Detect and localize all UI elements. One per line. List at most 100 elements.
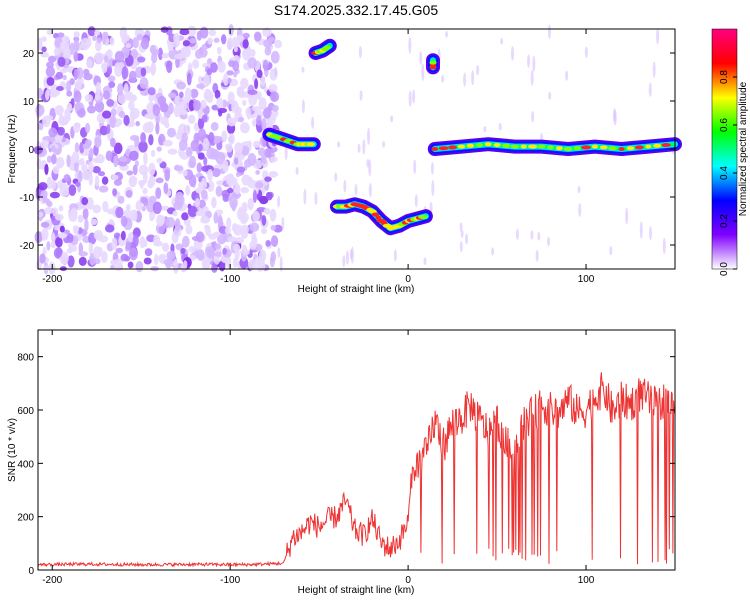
noise-blob (152, 104, 161, 117)
faint-blob (342, 255, 346, 268)
noise-blob (167, 42, 174, 52)
noise-blob (164, 168, 171, 182)
noise-blob (84, 94, 94, 103)
faint-blob (301, 66, 305, 73)
y-tick-label: 400 (17, 459, 34, 470)
faint-blob (441, 74, 445, 83)
noise-blob (160, 26, 169, 33)
noise-blob (92, 166, 101, 174)
noise-blob (214, 89, 221, 99)
noise-blob (247, 89, 258, 96)
noise-blob (112, 188, 118, 197)
noise-blob (121, 66, 129, 80)
noise-blob (188, 245, 197, 253)
faint-blob (471, 70, 475, 86)
track-hotspot (599, 145, 608, 150)
snr-frame (37, 329, 676, 571)
noise-blob (44, 163, 49, 176)
noise-blob (102, 200, 109, 213)
noise-blob (74, 142, 80, 154)
noise-blob (184, 87, 192, 100)
noise-blob (222, 159, 229, 173)
noise-blob (272, 104, 279, 112)
noise-blob (114, 61, 125, 70)
noise-blob (197, 75, 203, 84)
noise-blob (46, 76, 55, 86)
noise-blob (110, 259, 117, 266)
faint-blob (311, 116, 315, 129)
noise-blob (92, 35, 97, 42)
track-hotspot (510, 144, 520, 149)
noise-blob (138, 179, 146, 186)
noise-blob (272, 114, 277, 121)
noise-blob (265, 240, 271, 247)
x-tick-label: 100 (578, 575, 595, 586)
faint-blob (609, 245, 613, 256)
noise-blob (200, 215, 209, 224)
noise-blob (148, 195, 157, 204)
x-tick-label: -200 (42, 274, 62, 285)
noise-blob (121, 35, 128, 44)
faint-blob (498, 122, 502, 131)
noise-blob (176, 81, 187, 90)
noise-blob (59, 186, 70, 197)
faint-blob (547, 24, 551, 39)
noise-blob (190, 88, 199, 99)
noise-blob (44, 207, 54, 215)
noise-blob (79, 78, 84, 85)
noise-blob (247, 197, 254, 211)
faint-blob (295, 166, 299, 175)
noise-blob (216, 141, 223, 151)
noise-blob (113, 179, 122, 186)
noise-blob (96, 37, 102, 44)
faint-blob (463, 72, 467, 87)
noise-blob (234, 142, 244, 154)
track-hotspot (306, 142, 316, 147)
noise-blob (242, 32, 250, 39)
noise-blob (251, 232, 257, 244)
faint-blob (459, 222, 463, 232)
noise-blob (163, 258, 174, 266)
faint-blob (359, 90, 363, 101)
noise-blob (151, 149, 156, 158)
noise-blob (66, 233, 74, 243)
noise-blob (227, 117, 237, 127)
noise-blob (221, 99, 228, 108)
noise-blob (45, 66, 56, 78)
noise-blob (178, 100, 188, 111)
faint-blob (547, 236, 551, 247)
noise-blob (188, 174, 197, 188)
faint-blob (358, 45, 362, 59)
faint-blob (648, 82, 652, 97)
noise-blob (235, 34, 244, 43)
noise-blob (59, 225, 65, 233)
noise-blob (225, 143, 233, 153)
noise-blob (59, 113, 64, 123)
noise-blob (86, 197, 94, 210)
noise-blob (239, 257, 249, 269)
noise-blob (240, 186, 250, 194)
noise-blob (197, 152, 205, 160)
noise-blob (221, 34, 227, 45)
noise-blob (181, 132, 188, 144)
faint-blob (423, 257, 427, 266)
faint-blob (460, 229, 464, 238)
noise-blob (65, 80, 72, 93)
noise-blob (79, 157, 85, 164)
faint-blob (303, 188, 307, 205)
noise-blob (255, 181, 264, 189)
faint-blob (662, 237, 666, 255)
noise-blob (71, 151, 80, 164)
noise-blob (247, 57, 257, 69)
noise-blob (129, 150, 139, 161)
noise-blob (48, 127, 58, 138)
noise-blob (165, 216, 175, 228)
faint-blob (652, 61, 656, 78)
noise-blob (238, 116, 245, 123)
noise-blob (241, 244, 248, 256)
noise-blob (153, 234, 161, 246)
noise-blob (233, 71, 238, 78)
noise-blob (74, 102, 82, 111)
faint-blob (578, 202, 582, 217)
